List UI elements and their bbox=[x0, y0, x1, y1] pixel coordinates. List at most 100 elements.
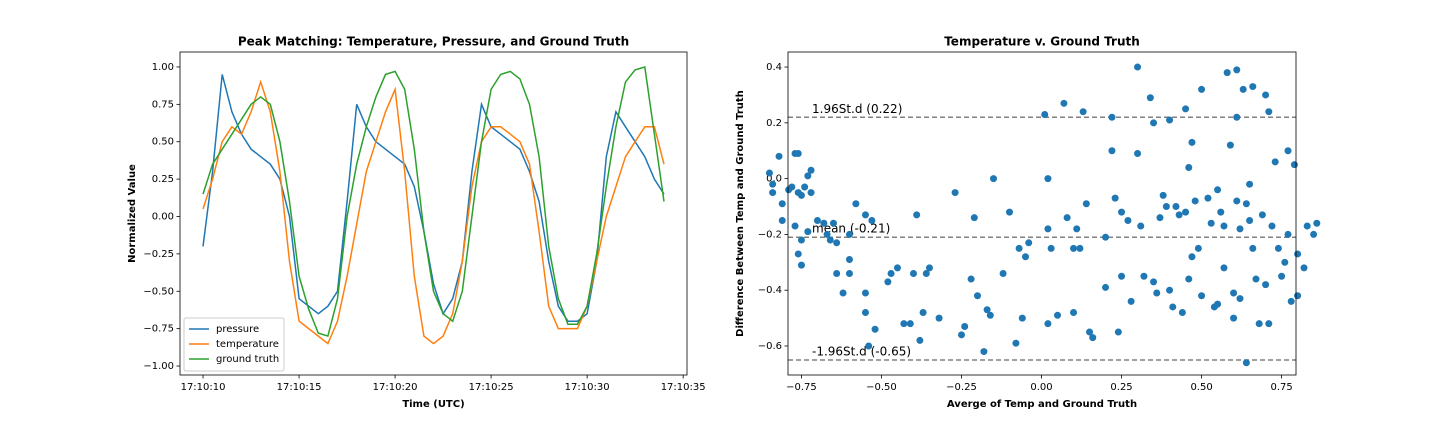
scatter-point bbox=[1255, 320, 1263, 328]
scatter-point bbox=[1233, 197, 1241, 205]
scatter-point bbox=[1134, 63, 1142, 71]
scatter-point bbox=[1102, 233, 1110, 241]
x-tick-label: 17:10:20 bbox=[373, 382, 418, 393]
scatter-point bbox=[1284, 147, 1292, 155]
y-tick-label: −0.75 bbox=[143, 324, 174, 335]
scatter-point bbox=[983, 306, 991, 314]
scatter-point bbox=[1226, 141, 1234, 149]
scatter-point bbox=[893, 264, 901, 272]
scatter-point bbox=[1290, 161, 1298, 169]
scatter-point bbox=[1073, 225, 1081, 233]
scatter-point bbox=[852, 200, 860, 208]
scatter-point bbox=[1242, 359, 1250, 367]
scatter-point bbox=[1230, 289, 1238, 297]
scatter-point bbox=[1124, 216, 1132, 224]
x-tick-label: 0.25 bbox=[1110, 382, 1132, 393]
scatter-point bbox=[973, 292, 981, 300]
scatter-point bbox=[839, 289, 847, 297]
scatter-point bbox=[807, 166, 815, 174]
scatter-point bbox=[961, 322, 969, 330]
scatter-point bbox=[887, 269, 895, 277]
scatter-point bbox=[1310, 230, 1318, 238]
scatter-point bbox=[900, 320, 908, 328]
scatter-point bbox=[1118, 208, 1126, 216]
x-tick-label: 17:10:10 bbox=[181, 382, 226, 393]
scatter-point bbox=[861, 211, 869, 219]
scatter-point bbox=[1070, 244, 1078, 252]
scatter-point bbox=[1230, 314, 1238, 322]
scatter-point bbox=[1082, 200, 1090, 208]
scatter-point bbox=[922, 269, 930, 277]
scatter-point bbox=[935, 314, 943, 322]
scatter-point bbox=[1156, 214, 1164, 222]
scatter-point bbox=[868, 216, 876, 224]
scatter-point bbox=[794, 150, 802, 158]
scatter-point bbox=[1108, 147, 1116, 155]
scatter-point bbox=[1162, 203, 1170, 211]
scatter-point bbox=[1198, 85, 1206, 93]
legend-label: ground truth bbox=[216, 354, 279, 365]
scatter-point bbox=[791, 222, 799, 230]
scatter-point bbox=[1178, 309, 1186, 317]
scatter-point bbox=[1233, 113, 1241, 121]
scatter-point bbox=[1015, 244, 1023, 252]
scatter-point bbox=[1159, 191, 1167, 199]
y-tick-label: −0.25 bbox=[143, 249, 174, 260]
scatter-point bbox=[865, 342, 873, 350]
scatter-point bbox=[833, 239, 841, 247]
legend-label: temperature bbox=[216, 339, 279, 350]
y-tick-label: 0.50 bbox=[152, 137, 174, 148]
x-tick-label: −0.50 bbox=[866, 382, 897, 393]
y-tick-label: 0.4 bbox=[766, 62, 782, 73]
scatter-point bbox=[797, 261, 805, 269]
scatter-point bbox=[1268, 222, 1276, 230]
x-tick-label: 17:10:35 bbox=[661, 382, 706, 393]
scatter-point bbox=[1169, 303, 1177, 311]
scatter-point bbox=[788, 183, 796, 191]
scatter-point bbox=[813, 216, 821, 224]
axes-frame bbox=[787, 51, 1297, 376]
legend-box bbox=[183, 317, 285, 372]
scatter-point bbox=[1018, 314, 1026, 322]
scatter-point bbox=[1063, 214, 1071, 222]
scatter-point bbox=[913, 211, 921, 219]
scatter-point bbox=[1012, 339, 1020, 347]
scatter-point bbox=[1294, 250, 1302, 258]
scatter-point bbox=[1265, 108, 1273, 116]
scatter-point bbox=[1214, 300, 1222, 308]
scatter-point bbox=[1172, 203, 1180, 211]
scatter-point bbox=[826, 236, 834, 244]
scatter-point bbox=[951, 189, 959, 197]
scatter-point bbox=[1204, 194, 1212, 202]
scatter-point bbox=[829, 219, 837, 227]
subplot: Temperature v. Ground Truth Averge of Tem… bbox=[735, 35, 1321, 410]
scatter-point bbox=[1194, 244, 1202, 252]
scatter-point bbox=[1185, 163, 1193, 171]
scatter-point bbox=[1207, 219, 1215, 227]
scatter-point bbox=[1153, 289, 1161, 297]
scatter-point bbox=[807, 189, 815, 197]
scatter-point bbox=[778, 216, 786, 224]
scatter-point bbox=[1182, 208, 1190, 216]
scatter-point bbox=[916, 336, 924, 344]
scatter-point bbox=[1265, 320, 1273, 328]
scatter-point bbox=[1236, 295, 1244, 303]
scatter-point bbox=[967, 275, 975, 283]
scatter-point bbox=[845, 256, 853, 264]
scatter-point bbox=[1274, 244, 1282, 252]
scatter-point bbox=[1191, 197, 1199, 205]
x-tick-label: −0.25 bbox=[946, 382, 977, 393]
y-tick-label: 0.75 bbox=[152, 99, 174, 110]
scatter-point bbox=[1076, 244, 1084, 252]
scatter-point bbox=[919, 309, 927, 317]
scatter-point bbox=[884, 278, 892, 286]
plot-area: 1.96St.d (0.22)mean (-0.21)-1.96St.d (-0… bbox=[765, 63, 1321, 367]
scatter-point bbox=[957, 331, 965, 339]
scatter-point bbox=[1070, 309, 1078, 317]
scatter-point bbox=[871, 325, 879, 333]
scatter-point bbox=[1079, 108, 1087, 116]
x-axis-label: Averge of Temp and Ground Truth bbox=[947, 399, 1137, 410]
y-tick-label: −0.2 bbox=[758, 229, 782, 240]
scatter-point bbox=[845, 269, 853, 277]
y-tick-label: −0.4 bbox=[758, 285, 782, 296]
